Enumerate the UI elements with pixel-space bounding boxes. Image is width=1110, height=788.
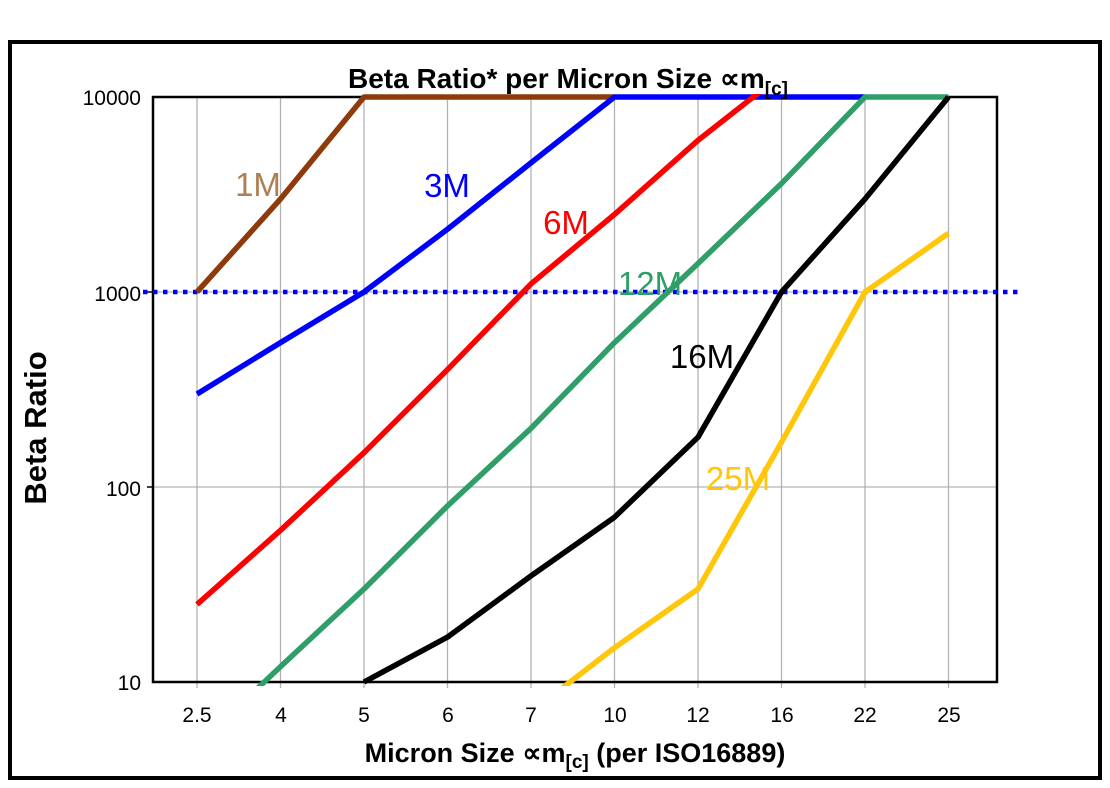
x-axis-title-subscript: [c] — [566, 752, 589, 773]
series-label-3M: 3M — [424, 167, 470, 204]
series-label-12M: 12M — [618, 265, 682, 302]
series-label-1M: 1M — [235, 166, 281, 203]
x-tick-7: 7 — [525, 704, 537, 727]
y-tick-100: 100 — [106, 478, 141, 501]
series-line-1M — [194, 94, 615, 294]
y-axis-title: Beta Ratio — [18, 351, 53, 504]
x-axis-title: Micron Size ∝m[c] (per ISO16889) — [365, 738, 786, 773]
y-tick-1000: 1000 — [94, 283, 141, 306]
series-line-6M — [195, 94, 762, 607]
series-line-12M — [256, 94, 949, 686]
image-frame-border — [8, 40, 1102, 780]
x-tick-10: 10 — [603, 704, 626, 727]
x-tick-16: 16 — [770, 704, 793, 727]
series-label-6M: 6M — [543, 204, 589, 241]
x-axis-title-main: Micron Size — [365, 738, 523, 768]
x-axis-title-symbol: ∝m — [522, 738, 565, 768]
series-line-16M — [362, 95, 951, 685]
x-tick-5: 5 — [358, 704, 370, 727]
x-tick-25: 25 — [937, 704, 960, 727]
x-tick-12: 12 — [686, 704, 709, 727]
series-label-16M: 16M — [670, 338, 734, 375]
x-tick-22: 22 — [853, 704, 876, 727]
y-tick-10: 10 — [118, 672, 141, 695]
chart-title-main: Beta Ratio* per Micron Size — [348, 63, 720, 94]
chart-title-subscript: [c] — [765, 79, 788, 100]
y-tick-10000: 10000 — [83, 87, 141, 110]
x-tick-4: 4 — [275, 704, 287, 727]
series-label-25M: 25M — [706, 460, 770, 497]
x-axis-title-suffix: (per ISO16889) — [589, 738, 786, 768]
x-tick-2p5: 2.5 — [182, 704, 211, 727]
chart-title: Beta Ratio* per Micron Size ∝m[c] — [348, 63, 788, 100]
chart-title-symbol: ∝m — [720, 63, 765, 94]
x-tick-6: 6 — [442, 704, 454, 727]
chart-generated-layer — [8, 40, 1102, 780]
series-line-25M — [560, 231, 951, 686]
